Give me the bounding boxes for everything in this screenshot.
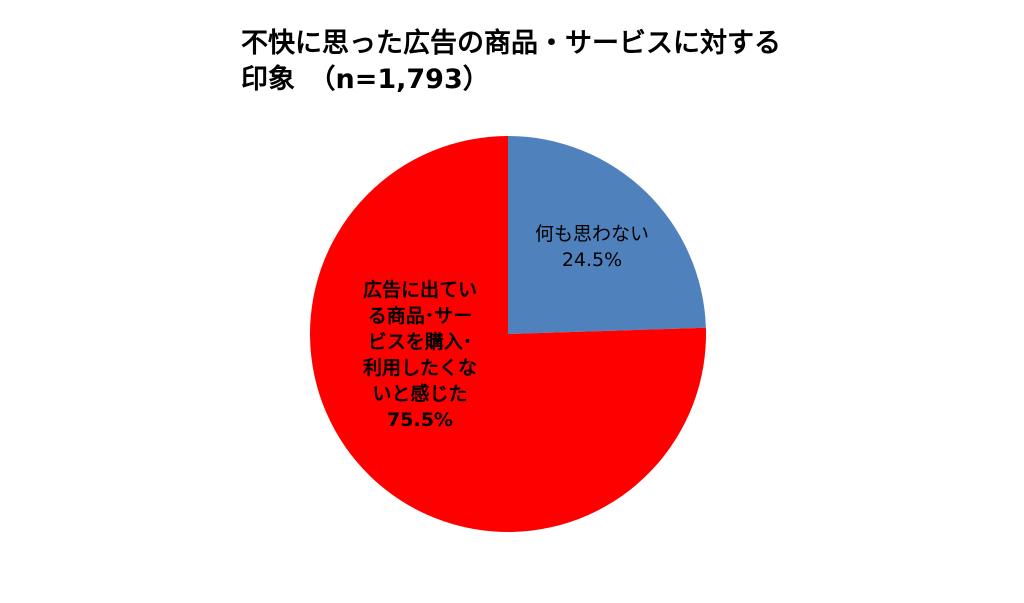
pie-slice-1-value-label: 24.5% (562, 249, 622, 271)
pie-slice-2-label-line-1: 広告に出てい (363, 278, 477, 301)
pie-slice-2 (310, 136, 706, 532)
pie-slice-1 (508, 136, 706, 334)
pie-slice-2-label-line-2: る商品･サー (368, 304, 473, 327)
chart-title: 不快に思った広告の商品・サービスに対する 印象 （n=1,793） (241, 26, 841, 98)
pie-slice-1-label-line-1: 何も思わない (535, 223, 649, 245)
pie-slice-2-value-label: 75.5% (387, 409, 453, 431)
pie-slice-2-label-line-3: ビスを購入･ (368, 330, 473, 353)
pie-slices (310, 136, 706, 532)
chart-title-line-2: 印象 （n=1,793） (241, 64, 490, 95)
pie-slice-2-label-line-5: いと感じた (372, 382, 467, 405)
chart-title-line-1: 不快に思った広告の商品・サービスに対する (241, 28, 781, 59)
pie-slice-2-label-line-4: 利用したくな (363, 357, 477, 379)
